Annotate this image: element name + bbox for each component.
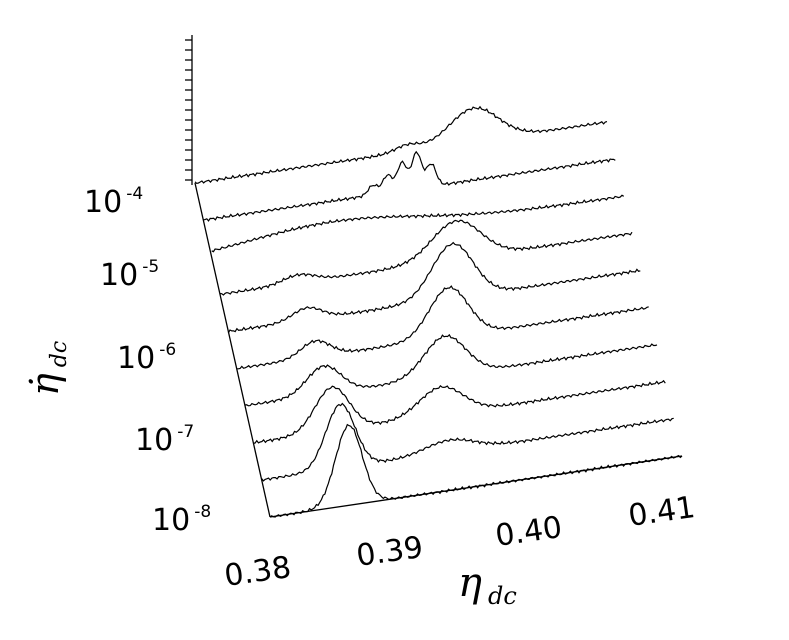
x-tick-label: 0.38 (222, 550, 293, 594)
chart-traces (194, 105, 683, 518)
series-line (194, 105, 608, 185)
series-line (227, 241, 641, 334)
series-line (253, 379, 666, 444)
series-line (261, 402, 674, 482)
x-tick-label: 0.39 (354, 530, 425, 574)
series-line (269, 423, 683, 518)
y-tick-label: 10 -6 (117, 340, 176, 376)
series-line (211, 194, 625, 253)
y-tick-label: 10 -8 (152, 502, 211, 538)
x-tick-label: 0.41 (626, 490, 697, 534)
y-tick-label: 10 -5 (100, 257, 159, 293)
series-line (219, 219, 633, 296)
series-line (236, 285, 649, 370)
series-line (203, 150, 616, 222)
x-tick-label: 0.40 (493, 510, 564, 554)
y-axis-label-subscript: dc (47, 341, 72, 367)
y-axis-line (194, 182, 271, 518)
y-tick-label: 10 -4 (84, 184, 143, 220)
y-tick-label: 10 -7 (135, 422, 194, 458)
x-axis-label-subscript: dc (488, 582, 517, 610)
x-tick-labels: 0.38 0.39 0.40 0.41 (222, 490, 697, 594)
y-tick-labels: 10-8 10-7 10-6 10-5 10-4 (84, 184, 211, 538)
series-line (244, 333, 658, 407)
x-axis-label: η dc (458, 560, 517, 610)
y-axis-label: η̇dc (23, 341, 72, 396)
